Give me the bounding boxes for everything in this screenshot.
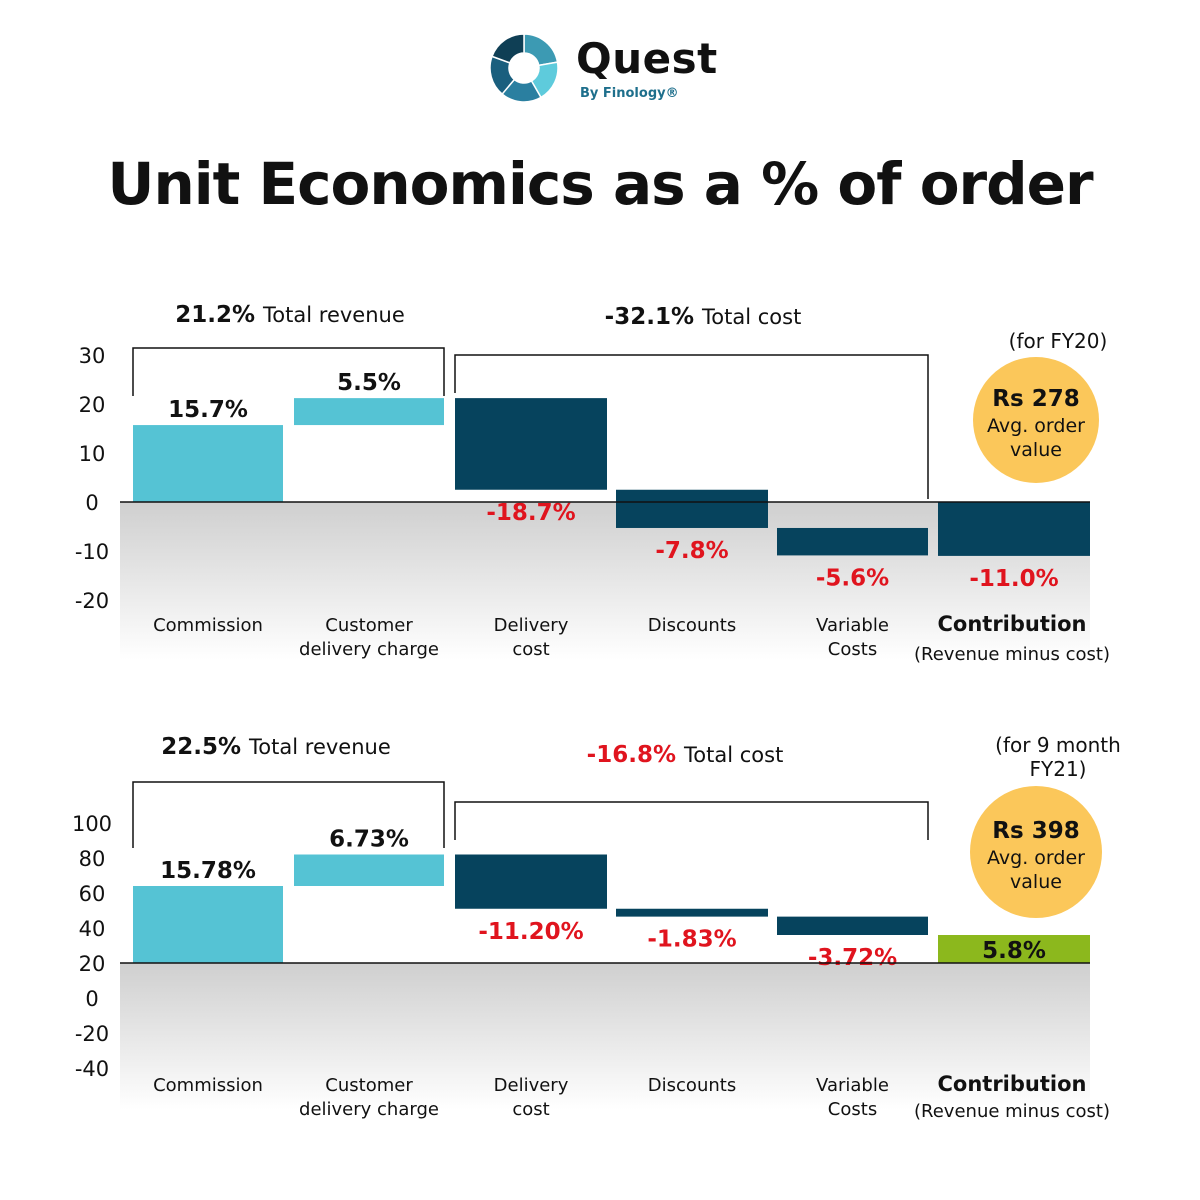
bar-5 bbox=[938, 502, 1090, 556]
bar-value-label: 15.7% bbox=[168, 397, 248, 423]
category-label: Variable bbox=[816, 1075, 889, 1096]
bar-1 bbox=[294, 398, 444, 426]
revenue-bracket bbox=[132, 347, 445, 396]
category-label: cost bbox=[512, 1099, 549, 1120]
category-label: Customer bbox=[325, 1075, 413, 1096]
category-label: Costs bbox=[828, 639, 877, 660]
bar-0 bbox=[133, 425, 283, 502]
category-label: Commission bbox=[153, 1075, 263, 1096]
cost-bracket bbox=[454, 354, 929, 499]
brand-logo: Quest By Finology® bbox=[488, 32, 728, 112]
negative-region-shade bbox=[120, 502, 1090, 660]
aov-badge bbox=[970, 786, 1102, 918]
contribution-note: (Revenue minus cost) bbox=[914, 1101, 1110, 1122]
category-label: Costs bbox=[828, 1099, 877, 1120]
revenue-total-value: 22.5% bbox=[161, 734, 249, 760]
cost-total-text: Total cost bbox=[701, 305, 801, 329]
revenue-total-title: 21.2% Total revenue bbox=[175, 302, 405, 328]
category-label: Discounts bbox=[648, 615, 736, 636]
y-tick-label: 0 bbox=[85, 987, 98, 1011]
bar-value-label: -1.83% bbox=[647, 927, 736, 953]
revenue-total-value: 21.2% bbox=[175, 302, 263, 328]
y-tick-label: 80 bbox=[79, 847, 106, 871]
y-tick-label: 100 bbox=[72, 812, 112, 836]
cost-total-text: Total cost bbox=[683, 743, 783, 767]
aov-label: value bbox=[1010, 871, 1062, 893]
bar-value-label: -11.0% bbox=[969, 566, 1058, 592]
category-label: Discounts bbox=[648, 1075, 736, 1096]
y-tick-label: -20 bbox=[75, 589, 109, 613]
category-label: Delivery bbox=[494, 615, 569, 636]
revenue-bracket bbox=[132, 781, 445, 848]
negative-region-shade bbox=[120, 963, 1090, 1110]
category-label: delivery charge bbox=[299, 639, 439, 660]
y-tick-label: 0 bbox=[85, 491, 98, 515]
bar-0 bbox=[133, 886, 283, 963]
bar-4 bbox=[777, 916, 928, 935]
quest-donut-icon bbox=[489, 33, 559, 103]
bar-3 bbox=[616, 908, 768, 917]
category-label: cost bbox=[512, 639, 549, 660]
aov-label: value bbox=[1010, 439, 1062, 461]
y-tick-label: 10 bbox=[79, 442, 106, 466]
bar-value-label: -7.8% bbox=[655, 538, 728, 564]
contribution-note: (Revenue minus cost) bbox=[914, 644, 1110, 665]
bar-value-label: -5.6% bbox=[816, 565, 889, 591]
bar-5 bbox=[938, 935, 1090, 963]
brand-name: Quest bbox=[576, 34, 718, 83]
period-note: (for 9 month bbox=[995, 733, 1121, 757]
period-note: (for FY20) bbox=[1009, 329, 1108, 353]
aov-label: Avg. order bbox=[987, 847, 1085, 869]
bar-1 bbox=[294, 854, 444, 886]
category-label: Contribution bbox=[938, 612, 1087, 636]
y-tick-label: -40 bbox=[75, 1057, 109, 1081]
cost-total-value: -16.8% bbox=[587, 742, 684, 768]
bar-2 bbox=[455, 854, 607, 909]
period-note: FY21) bbox=[1030, 757, 1087, 781]
category-label: Delivery bbox=[494, 1075, 569, 1096]
brand-subtitle: By Finology® bbox=[580, 86, 679, 101]
bar-value-label: -11.20% bbox=[478, 919, 583, 945]
cost-total-title: -32.1% Total cost bbox=[605, 304, 802, 330]
category-label: Contribution bbox=[938, 1072, 1087, 1096]
aov-amount: Rs 278 bbox=[992, 386, 1079, 412]
category-label: Variable bbox=[816, 615, 889, 636]
y-tick-label: -10 bbox=[75, 540, 109, 564]
bar-value-label: 5.5% bbox=[337, 370, 401, 396]
bar-3 bbox=[616, 489, 768, 528]
revenue-total-title: 22.5% Total revenue bbox=[161, 734, 391, 760]
revenue-total-text: Total revenue bbox=[262, 303, 405, 327]
y-tick-label: -20 bbox=[75, 1022, 109, 1046]
aov-label: Avg. order bbox=[987, 415, 1085, 437]
y-tick-label: 30 bbox=[79, 344, 106, 368]
y-tick-label: 20 bbox=[79, 952, 106, 976]
cost-bracket bbox=[454, 801, 929, 840]
y-tick-label: 40 bbox=[79, 917, 106, 941]
aov-amount: Rs 398 bbox=[992, 818, 1079, 844]
revenue-total-text: Total revenue bbox=[248, 735, 391, 759]
bar-value-label: 5.8% bbox=[982, 938, 1046, 964]
aov-badge bbox=[973, 357, 1099, 483]
cost-total-title: -16.8% Total cost bbox=[587, 742, 784, 768]
bar-4 bbox=[777, 527, 928, 556]
y-tick-label: 60 bbox=[79, 882, 106, 906]
bar-value-label: -18.7% bbox=[486, 500, 575, 526]
cost-total-value: -32.1% bbox=[605, 304, 702, 330]
y-tick-label: 20 bbox=[79, 393, 106, 417]
bar-value-label: -3.72% bbox=[808, 945, 897, 971]
category-label: Commission bbox=[153, 615, 263, 636]
category-label: delivery charge bbox=[299, 1099, 439, 1120]
bar-2 bbox=[455, 398, 607, 490]
bar-value-label: 6.73% bbox=[329, 827, 409, 853]
page-title: Unit Economics as a % of order bbox=[107, 150, 1093, 218]
category-label: Customer bbox=[325, 615, 413, 636]
logo-segment bbox=[491, 33, 525, 64]
bar-value-label: 15.78% bbox=[160, 858, 256, 884]
